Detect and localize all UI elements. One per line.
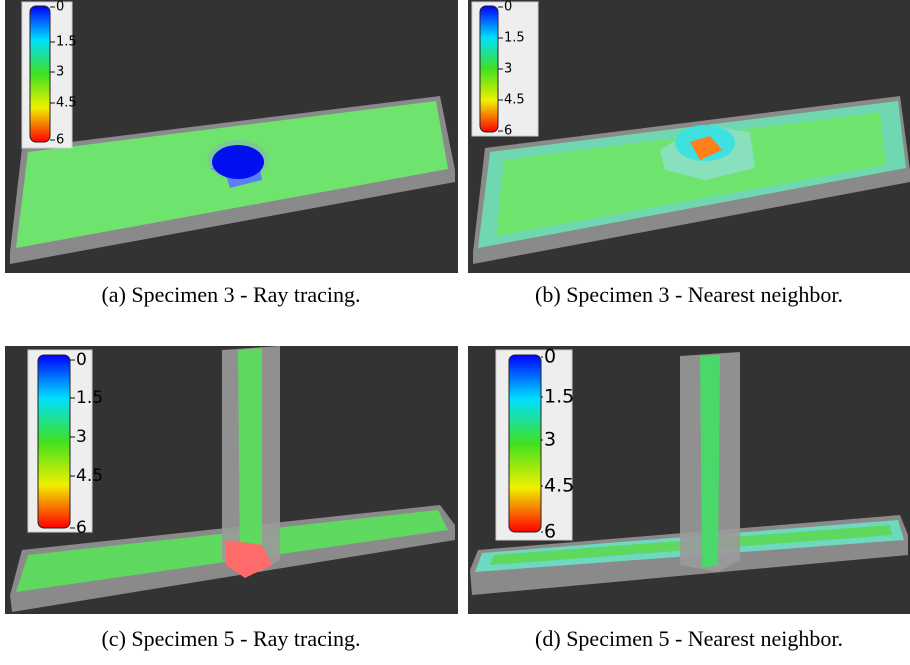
colorbar-tick-label: 4.5 <box>504 93 525 108</box>
wall-mid <box>238 348 262 568</box>
colorbar-tick-label: 4.5 <box>56 96 77 111</box>
colorbar-tick-label: 6 <box>56 133 64 148</box>
caption: (c) Specimen 5 - Ray tracing. <box>101 626 360 651</box>
colorbar-tick-label: 1.5 <box>504 31 525 46</box>
colorbar-tick-label: 0 <box>56 0 64 15</box>
colorbar-tick-label: 1.5 <box>544 386 574 408</box>
colorbar-tick-label: 3 <box>504 62 512 77</box>
colorbar-tick-label: 3 <box>76 427 87 447</box>
colorbar <box>509 355 541 532</box>
colorbar-tick-label: 4.5 <box>544 475 574 497</box>
caption: (d) Specimen 5 - Nearest neighbor. <box>535 626 843 651</box>
colorbar <box>38 355 70 528</box>
colorbar-tick-label: 6 <box>76 518 87 538</box>
colorbar-tick-label: 1.5 <box>76 388 103 408</box>
colorbar-tick-label: 0 <box>544 346 556 368</box>
colorbar-tick-label: 3 <box>544 429 556 451</box>
hole-fill <box>212 145 264 179</box>
colorbar-tick-label: 6 <box>544 521 556 543</box>
wall-mid <box>700 355 720 568</box>
caption: (a) Specimen 3 - Ray tracing. <box>101 282 360 307</box>
colorbar-tick-label: 1.5 <box>56 35 77 50</box>
figure: (a) Specimen 3 - Ray tracing. 0 1.5 3 4.5 6 (b… <box>0 0 910 665</box>
caption: (b) Specimen 3 - Nearest neighbor. <box>535 282 843 307</box>
colorbar <box>30 6 50 142</box>
colorbar-tick-label: 0 <box>504 0 512 15</box>
colorbar-tick-label: 4.5 <box>76 466 103 486</box>
colorbar-tick-label: 0 <box>76 350 87 370</box>
colorbar-tick-label: 3 <box>56 65 64 80</box>
colorbar <box>480 6 498 132</box>
colorbar-tick-label: 6 <box>504 124 512 139</box>
